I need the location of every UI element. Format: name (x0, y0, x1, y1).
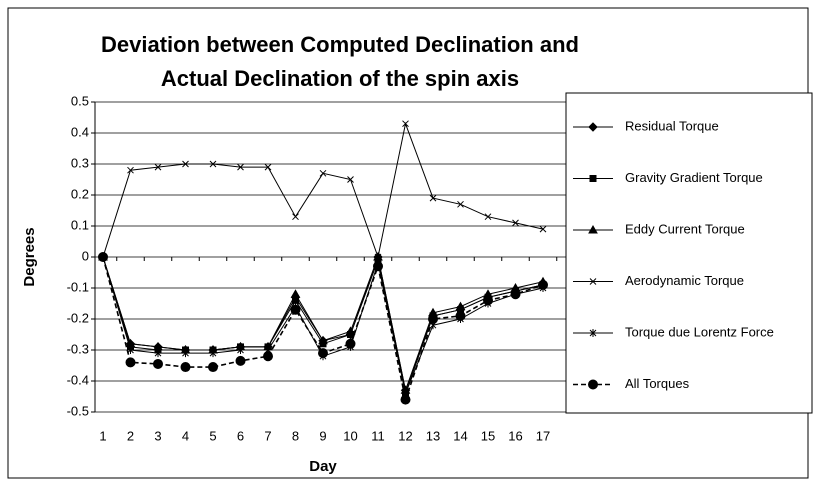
data-point (318, 335, 328, 345)
data-point (180, 362, 191, 373)
x-tick-label: 8 (292, 428, 299, 443)
legend-box (565, 92, 813, 414)
x-tick-label: 11 (371, 428, 385, 443)
data-point (318, 348, 328, 359)
data-point (153, 358, 163, 369)
y-tick-label: -0.3 (67, 341, 89, 356)
legend-label: Residual Torque (625, 118, 719, 133)
data-point (127, 166, 134, 174)
x-tick-label: 16 (508, 428, 522, 443)
data-point (373, 261, 383, 272)
chart-subtitle: Actual Declination of the spin axis (161, 66, 519, 91)
data-point (263, 351, 273, 362)
y-tick-label: 0.1 (71, 217, 89, 232)
legend-marker (589, 175, 597, 182)
data-point (292, 213, 299, 221)
chart-title: Deviation between Computed Declination a… (101, 32, 579, 57)
data-point (154, 163, 162, 171)
y-tick-label: 0.3 (71, 155, 89, 170)
legend-marker (588, 379, 598, 390)
data-point (182, 160, 189, 168)
x-tick-label: 14 (453, 428, 467, 443)
legend-label: Torque due Lorentz Force (625, 324, 774, 339)
data-point (345, 326, 356, 335)
y-axis-label: Degrees (21, 227, 38, 286)
y-tick-label: 0.2 (71, 186, 89, 201)
legend-marker (589, 329, 597, 337)
data-point (345, 338, 356, 349)
x-axis-label: Day (309, 458, 337, 475)
y-tick-label: -0.1 (67, 279, 89, 294)
y-tick-label: -0.4 (67, 372, 89, 387)
data-point (98, 252, 108, 262)
data-point (455, 310, 466, 321)
data-point (125, 357, 136, 368)
y-tick-label: -0.2 (67, 310, 89, 325)
data-point (374, 253, 382, 261)
data-point (154, 349, 162, 358)
data-point (209, 349, 217, 358)
data-point (209, 160, 217, 168)
y-tick-label: 0.5 (71, 93, 89, 108)
data-point (290, 289, 301, 298)
data-point (484, 213, 492, 221)
legend-label: Gravity Gradient Torque (625, 170, 763, 185)
data-point (429, 194, 437, 202)
y-tick-label: 0.4 (71, 124, 89, 139)
x-tick-label: 17 (536, 428, 550, 443)
x-tick-label: 2 (127, 428, 134, 443)
x-tick-label: 4 (182, 428, 189, 443)
data-point (319, 169, 327, 177)
data-point (457, 200, 464, 208)
legend-marker (589, 278, 597, 285)
x-tick-label: 15 (481, 428, 495, 443)
x-tick-label: 13 (426, 428, 440, 443)
data-point (483, 295, 493, 306)
data-point (455, 301, 466, 311)
legend-marker (588, 224, 598, 234)
data-point (182, 349, 189, 358)
x-tick-label: 12 (398, 428, 412, 443)
x-tick-label: 9 (319, 428, 326, 443)
data-point (512, 219, 519, 227)
legend-label: Aerodynamic Torque (625, 273, 744, 288)
x-tick-label: 1 (99, 428, 106, 443)
x-tick-label: 3 (154, 428, 161, 443)
data-point (347, 176, 354, 183)
data-point (400, 394, 411, 405)
x-tick-label: 5 (209, 428, 216, 443)
legend-label: All Torques (625, 376, 690, 391)
legend-label: Eddy Current Torque (625, 221, 745, 236)
data-point (510, 289, 521, 300)
data-point (208, 362, 218, 373)
data-point (235, 355, 246, 366)
data-point (538, 279, 548, 290)
data-point (237, 346, 244, 354)
x-tick-label: 7 (264, 428, 271, 443)
x-tick-label: 10 (343, 428, 357, 443)
y-tick-label: 0 (82, 248, 89, 263)
data-point (264, 163, 272, 171)
data-point (290, 304, 301, 315)
legend-marker (588, 122, 598, 132)
y-tick-label: -0.5 (67, 403, 89, 418)
data-point (428, 314, 438, 324)
x-tick-label: 6 (237, 428, 244, 443)
data-point (402, 120, 409, 128)
data-point (539, 225, 547, 233)
data-point (237, 163, 244, 171)
